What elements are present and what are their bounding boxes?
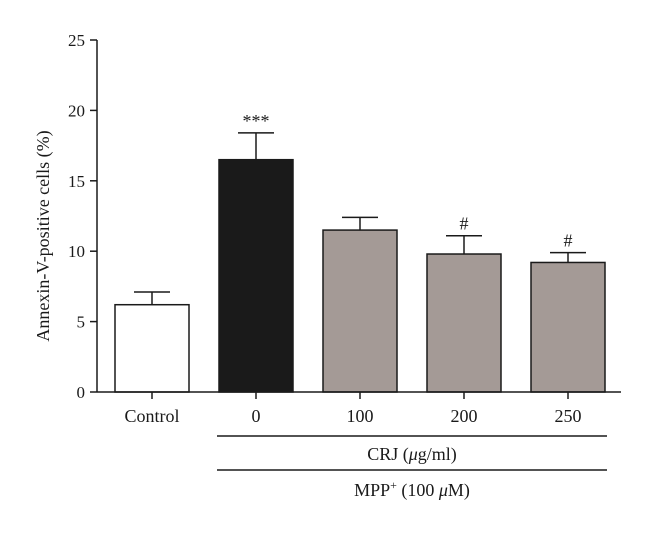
group-label-part: μ xyxy=(438,480,448,500)
x-tick-label: 200 xyxy=(451,406,478,426)
group-label-part: g/ml) xyxy=(418,444,457,465)
bar xyxy=(426,253,502,393)
y-tick-label: 15 xyxy=(68,172,85,191)
x-axis: Control 0 100 200 250 xyxy=(97,391,621,426)
y-tick-label: 20 xyxy=(68,101,85,120)
bar xyxy=(218,158,294,393)
group-brackets: CRJ (μg/ml)MPP+ (100 μM) xyxy=(217,435,607,501)
y-axis: 0 5 10 15 20 25 xyxy=(68,31,98,402)
significance-marker: *** xyxy=(243,111,270,131)
bar xyxy=(114,303,190,393)
significance-marker: # xyxy=(564,231,573,251)
bar xyxy=(322,229,398,393)
group-label-crj: CRJ (μg/ml) xyxy=(367,444,457,465)
bars-layer: *** # # xyxy=(114,111,606,393)
group-label-part: + xyxy=(390,478,397,492)
y-tick-label: 25 xyxy=(68,31,85,50)
x-tick-label: 0 xyxy=(252,406,261,426)
group-label-part: μ xyxy=(408,444,418,464)
significance-marker: # xyxy=(460,214,469,234)
bar xyxy=(530,261,606,393)
group-label-mpp: MPP+ (100 μM) xyxy=(354,478,470,501)
y-tick-label: 10 xyxy=(68,242,85,261)
group-label-part: MPP xyxy=(354,480,390,500)
group-label-part: (100 xyxy=(397,480,439,501)
x-tick-label: 250 xyxy=(555,406,582,426)
y-tick-label: 5 xyxy=(77,313,86,332)
y-tick-label: 0 xyxy=(77,383,86,402)
group-label-part: M) xyxy=(448,480,470,501)
y-axis-title: Annexin-V-positive cells (%) xyxy=(33,130,54,341)
x-tick-label: Control xyxy=(124,406,179,426)
x-tick-label: 100 xyxy=(347,406,374,426)
group-label-part: CRJ ( xyxy=(367,444,409,465)
